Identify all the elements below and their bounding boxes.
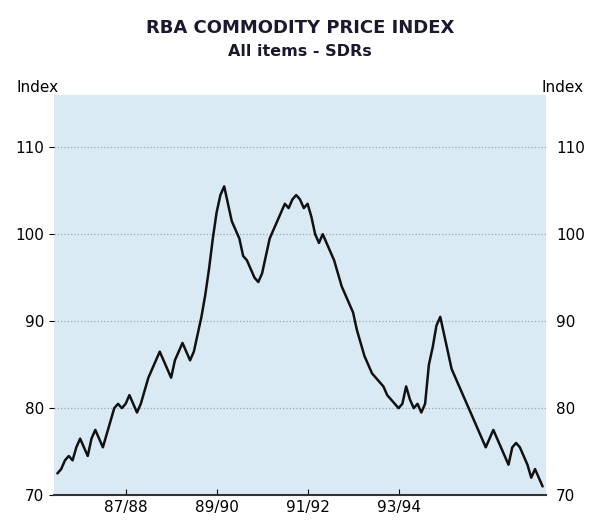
Text: RBA COMMODITY PRICE INDEX: RBA COMMODITY PRICE INDEX [146,19,454,37]
Title: All items - SDRs: All items - SDRs [228,44,372,59]
Text: Index: Index [17,80,59,95]
Text: Index: Index [541,80,583,95]
